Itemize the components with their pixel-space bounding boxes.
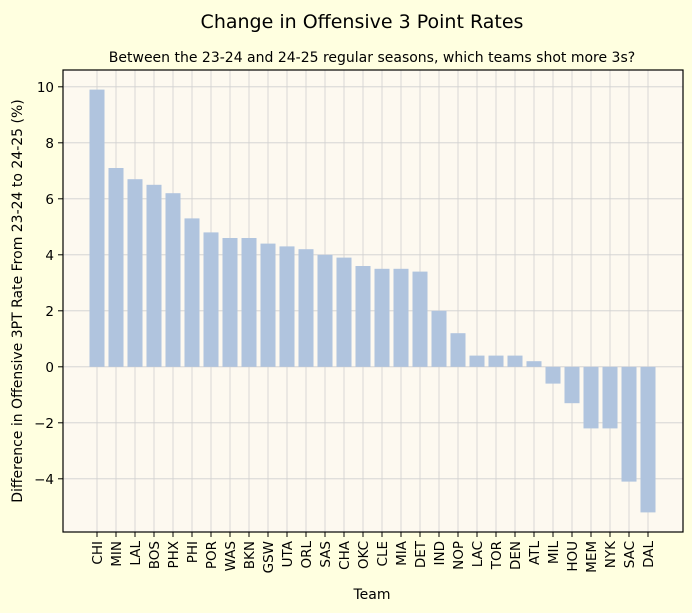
bar-cle — [374, 268, 390, 367]
bar-chi — [89, 89, 105, 367]
bar-por — [203, 232, 219, 367]
y-tick-label: 10 — [37, 80, 54, 96]
bar-den — [507, 355, 523, 367]
y-tick-label: 8 — [45, 136, 54, 152]
y-axis-ticks: −4 −2 0 2 4 6 8 10 — [34, 80, 63, 488]
x-tick-label: MIA — [394, 540, 410, 566]
bar-mia — [393, 268, 409, 367]
x-tick-label: LAL — [128, 541, 144, 566]
x-tick-label: DAL — [641, 541, 657, 568]
bar-okc — [355, 266, 371, 367]
y-axis-label: Difference in Offensive 3PT Rate From 23… — [10, 99, 26, 503]
x-tick-label: MIN — [109, 541, 125, 567]
x-tick-label: DEN — [508, 541, 524, 570]
y-tick-label: 4 — [45, 248, 54, 264]
y-tick-label: 2 — [45, 304, 54, 320]
bar-nop — [450, 333, 466, 367]
bar-mem — [583, 366, 599, 429]
x-tick-label: GSW — [261, 541, 277, 573]
bar-mil — [545, 366, 561, 384]
x-tick-label: LAC — [470, 541, 486, 567]
chart-title: Change in Offensive 3 Point Rates — [201, 11, 524, 33]
x-tick-label: BOS — [147, 541, 163, 569]
x-tick-label: OKC — [356, 541, 372, 569]
y-tick-label: 6 — [45, 192, 54, 208]
bar-was — [222, 238, 238, 367]
x-tick-label: POR — [204, 541, 220, 569]
x-tick-label: ATL — [527, 541, 543, 565]
x-tick-label: CHA — [337, 540, 353, 570]
bar-bos — [146, 184, 162, 367]
bar-sac — [621, 366, 637, 482]
bar-cha — [336, 257, 352, 367]
bar-uta — [279, 246, 295, 367]
bar-det — [412, 271, 428, 367]
x-tick-label: SAS — [318, 541, 334, 568]
x-tick-label: TOR — [489, 541, 505, 570]
bar-hou — [564, 366, 580, 404]
bar-tor — [488, 355, 504, 367]
x-tick-label: MEM — [584, 541, 600, 573]
x-tick-label: MIL — [546, 541, 562, 565]
bar-phx — [165, 193, 181, 367]
x-tick-label: WAS — [223, 541, 239, 571]
bar-phi — [184, 218, 200, 367]
x-axis-label: Team — [352, 587, 390, 603]
chart-subtitle: Between the 23-24 and 24-25 regular seas… — [109, 50, 635, 66]
x-tick-label: NYK — [603, 540, 619, 568]
x-tick-label: SAC — [622, 541, 638, 568]
bar-dal — [640, 366, 656, 513]
bar-atl — [526, 361, 542, 367]
y-tick-label: 0 — [45, 360, 54, 376]
bar-ind — [431, 310, 447, 367]
bars — [89, 89, 656, 513]
y-tick-label: −4 — [34, 472, 54, 488]
x-tick-label: PHI — [185, 541, 201, 563]
bar-orl — [298, 249, 314, 367]
x-tick-label: ORL — [299, 541, 315, 569]
bar-gsw — [260, 243, 276, 367]
plot-frame — [62, 69, 684, 533]
x-tick-label: UTA — [280, 540, 296, 567]
x-axis-ticks: CHI MIN LAL BOS PHX PHI POR WAS BKN GSW UTA ORL SAS C… — [90, 532, 657, 573]
x-tick-label: CHI — [90, 541, 106, 565]
bar-lac — [469, 355, 485, 367]
bar-nyk — [602, 366, 618, 429]
bar-lal — [127, 179, 143, 367]
x-tick-label: HOU — [565, 541, 581, 572]
bar-sas — [317, 254, 333, 367]
y-tick-label: −2 — [34, 416, 54, 432]
x-tick-label: IND — [432, 541, 448, 565]
x-tick-label: CLE — [375, 541, 391, 566]
bar-min — [108, 168, 124, 367]
x-tick-label: NOP — [451, 541, 467, 570]
x-tick-label: BKN — [242, 541, 258, 569]
x-tick-label: PHX — [166, 541, 182, 569]
x-tick-label: DET — [413, 540, 429, 568]
bar-bkn — [241, 238, 257, 367]
